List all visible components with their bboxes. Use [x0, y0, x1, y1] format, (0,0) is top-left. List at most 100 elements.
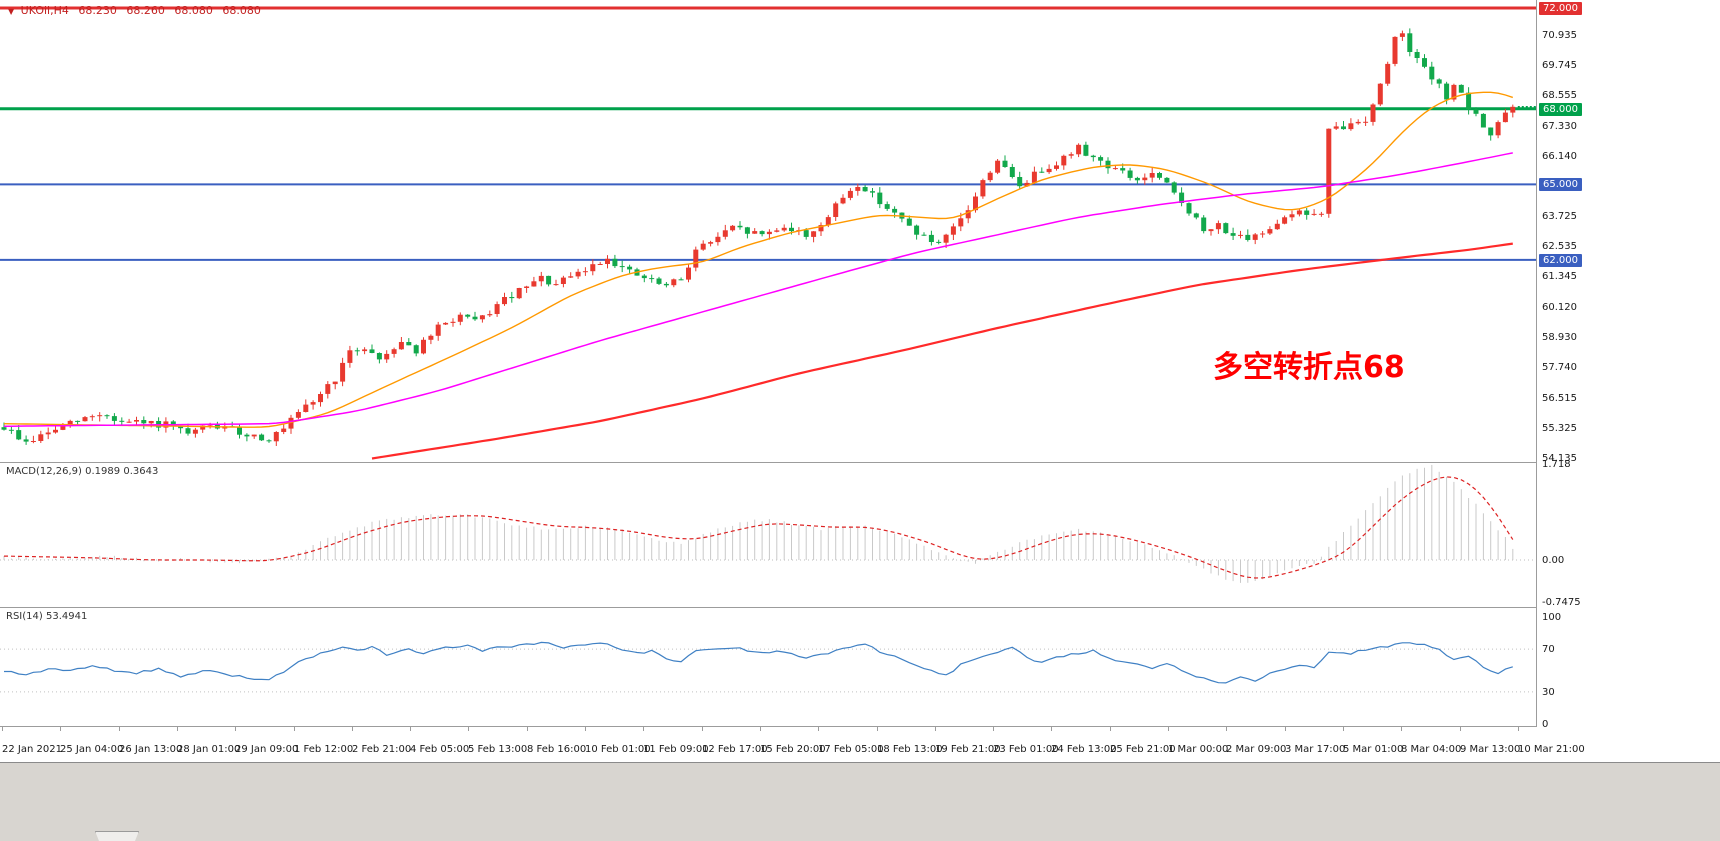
time-label: 9 Mar 13:00 — [1460, 744, 1521, 755]
price-tick-label: 63.725 — [1542, 211, 1577, 222]
rsi-name: RSI(14) — [6, 611, 43, 622]
ma-mid-line — [4, 152, 1513, 427]
price-tick-label: 69.745 — [1542, 60, 1577, 71]
price-tick-label: 70.935 — [1542, 30, 1577, 41]
time-label: 10 Mar 21:00 — [1518, 744, 1585, 755]
panel-separator[interactable] — [0, 607, 1720, 608]
rsi-value: 53.4941 — [45, 611, 88, 622]
macd-indicator-label: MACD(12,26,9) 0.1989 0.3643 — [6, 466, 158, 477]
time-tick — [702, 727, 703, 731]
price-tick-label: 58.930 — [1542, 332, 1577, 343]
time-label: 25 Feb 21:00 — [1110, 744, 1176, 755]
time-label: 18 Feb 13:00 — [877, 744, 943, 755]
price-tick-label: 62.535 — [1542, 241, 1577, 252]
time-tick — [352, 727, 353, 731]
chart-tab[interactable] — [95, 831, 139, 841]
rsi-scale-label: 0 — [1542, 719, 1549, 730]
time-label: 5 Feb 13:00 — [468, 744, 528, 755]
symbol-quote: ▼ UKOil,H4 68.230 68.260 68.080 68.080 — [8, 4, 261, 17]
price-line-badge: 62.000 — [1539, 254, 1582, 267]
macd-scale-label: 0.00 — [1542, 555, 1565, 566]
macd-value-main: 0.1989 — [85, 466, 121, 477]
macd-scale-label: -0.7475 — [1542, 597, 1581, 608]
main-chart-canvas[interactable] — [0, 0, 1536, 462]
time-label: 24 Feb 13:00 — [1051, 744, 1117, 755]
rsi-scale-label: 30 — [1542, 687, 1555, 698]
price-line-badge: 72.000 — [1539, 2, 1582, 15]
time-tick — [643, 727, 644, 731]
time-tick — [177, 727, 178, 731]
time-label: 1 Feb 12:00 — [294, 744, 354, 755]
macd-signal-line — [3, 476, 1514, 579]
symbol-dropdown-icon[interactable]: ▼ — [8, 7, 15, 16]
rsi-line — [4, 641, 1513, 684]
time-tick — [585, 727, 586, 731]
horizontal-lines — [0, 6, 1536, 261]
time-label: 2 Mar 09:00 — [1226, 744, 1287, 755]
price-tick-label: 67.330 — [1542, 121, 1577, 132]
time-label: 19 Feb 21:00 — [935, 744, 1001, 755]
time-label: 22 Jan 2021 — [2, 744, 62, 755]
price-scale[interactable]: 70.935 69.745 68.555 67.330 66.140 63.725 62.5… — [1536, 0, 1720, 762]
time-tick — [1110, 727, 1111, 731]
price-tick-label: 61.345 — [1542, 271, 1577, 282]
time-tick — [1226, 727, 1227, 731]
time-tick — [1168, 727, 1169, 731]
time-label: 25 Jan 04:00 — [60, 744, 124, 755]
time-tick — [60, 727, 61, 731]
ma-fast-line — [3, 91, 1514, 428]
time-tick — [818, 727, 819, 731]
time-label: 2 Feb 21:00 — [352, 744, 412, 755]
time-tick — [1285, 727, 1286, 731]
quote-open: 68.230 — [78, 4, 117, 17]
rsi-panel-canvas[interactable] — [0, 607, 1536, 726]
price-tick-label: 55.325 — [1542, 423, 1577, 434]
time-label: 1 Mar 00:00 — [1168, 744, 1229, 755]
price-tick-label: 68.555 — [1542, 90, 1577, 101]
time-tick — [1401, 727, 1402, 731]
time-label: 23 Feb 01:00 — [993, 744, 1059, 755]
time-tick — [294, 727, 295, 731]
price-tick-label: 66.140 — [1542, 151, 1577, 162]
time-label: 5 Mar 01:00 — [1343, 744, 1404, 755]
time-tick — [410, 727, 411, 731]
time-tick — [1343, 727, 1344, 731]
time-label: 10 Feb 01:00 — [585, 744, 651, 755]
time-label: 29 Jan 09:00 — [235, 744, 299, 755]
quote-close: 68.080 — [222, 4, 261, 17]
rsi-indicator-label: RSI(14) 53.4941 — [6, 611, 87, 622]
time-label: 26 Jan 13:00 — [119, 744, 183, 755]
time-label: 8 Mar 04:00 — [1401, 744, 1462, 755]
window-bottom-bar — [0, 762, 1720, 841]
time-tick — [1051, 727, 1052, 731]
rsi-scale-label: 70 — [1542, 644, 1555, 655]
time-tick — [468, 727, 469, 731]
ma-slow-line — [371, 242, 1513, 460]
time-label: 11 Feb 09:00 — [643, 744, 709, 755]
price-line-badge: 65.000 — [1539, 178, 1582, 191]
symbol-period-label: UKOil,H4 — [20, 4, 69, 17]
time-label: 3 Mar 17:00 — [1285, 744, 1346, 755]
time-label: 4 Feb 05:00 — [410, 744, 470, 755]
quote-low: 68.080 — [174, 4, 213, 17]
time-tick — [935, 727, 936, 731]
time-tick — [1460, 727, 1461, 731]
time-tick — [760, 727, 761, 731]
time-label: 28 Jan 01:00 — [177, 744, 241, 755]
macd-panel-canvas[interactable] — [0, 462, 1536, 607]
time-axis[interactable]: 22 Jan 2021 25 Jan 04:00 26 Jan 13:00 28 Ja… — [0, 727, 1720, 762]
time-label: 15 Feb 20:00 — [760, 744, 826, 755]
time-tick — [993, 727, 994, 731]
panel-separator[interactable] — [0, 462, 1720, 463]
time-tick — [1518, 727, 1519, 731]
macd-value-signal: 0.3643 — [123, 466, 159, 477]
time-label: 12 Feb 17:00 — [702, 744, 768, 755]
time-tick — [527, 727, 528, 731]
annotation-text: 多空转折点68 — [1213, 350, 1405, 385]
panel-separator[interactable] — [0, 726, 1720, 727]
time-tick — [2, 727, 3, 731]
price-line-badge: 68.000 — [1539, 103, 1582, 116]
time-tick — [235, 727, 236, 731]
quote-high: 68.260 — [126, 4, 165, 17]
macd-histogram — [3, 464, 1514, 583]
